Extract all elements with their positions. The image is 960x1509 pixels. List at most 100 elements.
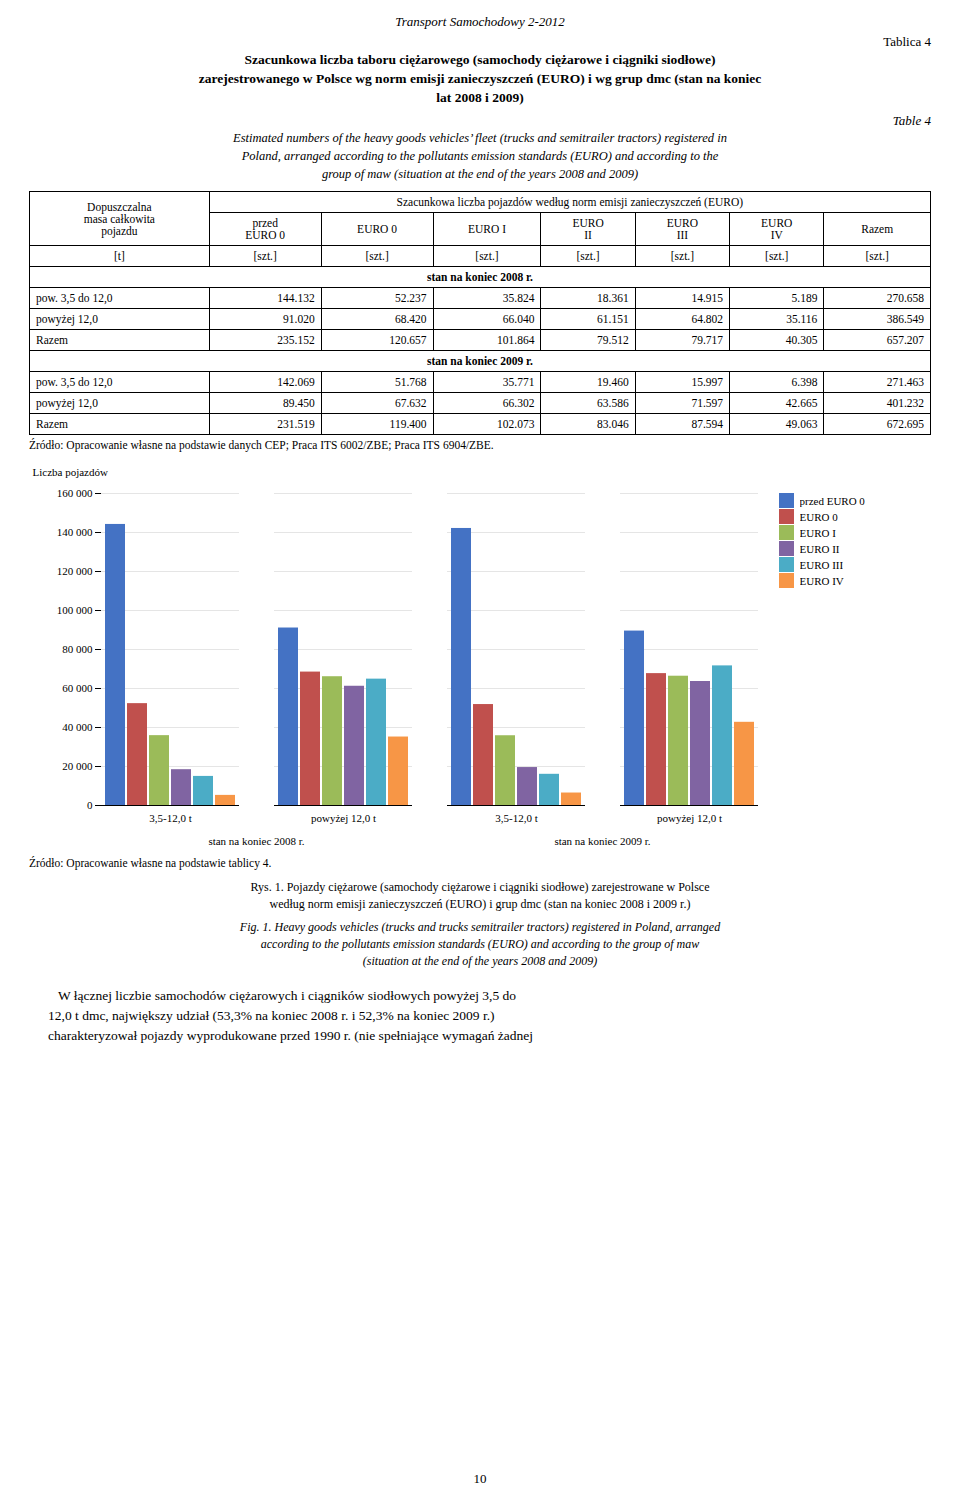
- html-text:according to the pollutants em: according to the pollutants emission sta…: [260, 937, 700, 951]
- html-text:71.597: 71.597: [691, 397, 723, 409]
- html-text:19.460: 19.460: [597, 376, 629, 388]
- html-text:231.519: 231.519: [277, 418, 315, 430]
- html-text:119.400: 119.400: [389, 418, 427, 430]
- html-text:79.512: 79.512: [597, 334, 629, 346]
- html-text:51.768: 51.768: [394, 376, 427, 388]
- html-text:66.302: 66.302: [502, 397, 535, 409]
- html-text:64.802: 64.802: [691, 313, 723, 325]
- html-text:EURO IV: EURO IV: [799, 574, 844, 587]
- svg-text:0: 0: [87, 799, 93, 811]
- html-text:18.361: 18.361: [597, 292, 629, 304]
- html-text:89.450: 89.450: [283, 397, 315, 409]
- html-text:270.658: 270.658: [886, 292, 924, 304]
- svg-text:powyżej 12,0 t: powyżej 12,0 t: [657, 812, 722, 824]
- html-text:W łącznej liczbie samochodów c: W łącznej liczbie samochodów ciężarowych…: [48, 988, 517, 1003]
- html-text:35.116: 35.116: [786, 313, 818, 325]
- html-text:87.594: 87.594: [691, 418, 723, 430]
- html-text:przed EURO 0: przed EURO 0: [799, 494, 865, 507]
- html-text:EURO I: EURO I: [468, 223, 506, 235]
- html-text:14.915: 14.915: [691, 292, 723, 304]
- html-text:67.632: 67.632: [394, 397, 427, 409]
- html-text:EURO III: EURO III: [666, 217, 698, 241]
- html-text:[szt.]: [szt.]: [765, 250, 789, 262]
- html-text:[t]: [t]: [113, 250, 125, 262]
- svg-text:Liczba pojazdów: Liczba pojazdów: [33, 466, 108, 478]
- html-text:Estimated numbers of the heavy: Estimated numbers of the heavy goods veh…: [233, 131, 727, 181]
- html-text:[szt.]: [szt.]: [253, 250, 277, 262]
- html-text:235.152: 235.152: [277, 334, 315, 346]
- html-text:52.237: 52.237: [394, 292, 427, 304]
- html-text:42.665: 42.665: [785, 397, 818, 409]
- html-text:68.420: 68.420: [394, 313, 427, 325]
- html-text:powyżej 12,0: powyżej 12,0: [36, 313, 98, 325]
- html-text:61.151: 61.151: [597, 313, 629, 325]
- html-text:Szacunkowa liczba pojazdów wed: Szacunkowa liczba pojazdów według norm e…: [396, 196, 744, 208]
- html-text:stan na koniec 2009 r.: stan na koniec 2009 r.: [427, 355, 533, 367]
- html-text:stan na koniec 2008 r.: stan na koniec 2008 r.: [427, 271, 533, 283]
- html-text:Razem: Razem: [36, 334, 68, 346]
- svg-text:20 000: 20 000: [62, 760, 93, 772]
- html-text:powyżej 12,0: powyżej 12,0: [36, 397, 98, 409]
- html-text:EURO II: EURO II: [572, 217, 604, 241]
- html-text:401.232: 401.232: [886, 397, 924, 409]
- html-text:79.717: 79.717: [691, 334, 723, 346]
- svg-text:3,5-12,0 t: 3,5-12,0 t: [495, 812, 537, 824]
- html-text:12,0 t dmc, największy udział: 12,0 t dmc, największy udział (53,3% na …: [48, 1008, 495, 1023]
- html-text:Razem: Razem: [36, 418, 68, 430]
- html-text:przed EURO 0: przed EURO 0: [245, 217, 286, 241]
- svg-text:160 000: 160 000: [57, 487, 93, 499]
- html-text:[szt.]: [szt.]: [865, 250, 889, 262]
- html-text:[szt.]: [szt.]: [576, 250, 600, 262]
- html-text:EURO 0: EURO 0: [357, 223, 397, 235]
- html-text:pow. 3,5 do 12,0: pow. 3,5 do 12,0: [36, 376, 113, 388]
- html-text:EURO 0: EURO 0: [799, 510, 838, 523]
- html-text:83.046: 83.046: [597, 418, 629, 430]
- html-text:49.063: 49.063: [785, 418, 818, 430]
- html-text:[szt.]: [szt.]: [365, 250, 389, 262]
- html-text:120.657: 120.657: [389, 334, 427, 346]
- html-text:Razem: Razem: [861, 223, 894, 235]
- html-text:EURO IV: EURO IV: [761, 217, 793, 241]
- svg-text:120 000: 120 000: [57, 565, 93, 577]
- html-text:Fig. 1. Heavy goods vehicles (: Fig. 1. Heavy goods vehicles (trucks and…: [239, 920, 721, 934]
- svg-text:140 000: 140 000: [57, 526, 93, 538]
- html-text:101.864: 101.864: [497, 334, 535, 346]
- html-text:271.463: 271.463: [886, 376, 924, 388]
- svg-text:40 000: 40 000: [62, 721, 93, 733]
- html-text:charakteryzował pojazdy wyprod: charakteryzował pojazdy wyprodukowane pr…: [48, 1028, 534, 1043]
- html-text:66.040: 66.040: [502, 313, 535, 325]
- html-text:Table 4: Table 4: [892, 113, 931, 128]
- html-text:Dopuszczalna masa całkowita po: Dopuszczalna masa całkowita pojazdu: [83, 200, 155, 237]
- svg-text:100 000: 100 000: [57, 604, 93, 616]
- html-text:Transport Samochodowy 2-2012: Transport Samochodowy 2-2012: [395, 14, 565, 29]
- html-text:Szacunkowa liczba taboru cięża: Szacunkowa liczba taboru ciężarowego (sa…: [198, 52, 762, 105]
- html-text:EURO I: EURO I: [799, 526, 836, 539]
- html-text:[szt.]: [szt.]: [475, 250, 499, 262]
- html-text:91.020: 91.020: [283, 313, 315, 325]
- html-text:35.824: 35.824: [502, 292, 535, 304]
- svg-text:powyżej 12,0 t: powyżej 12,0 t: [311, 812, 376, 824]
- svg-text:3,5-12,0 t: 3,5-12,0 t: [149, 812, 191, 824]
- html-text:657.207: 657.207: [886, 334, 924, 346]
- html-text:35.771: 35.771: [502, 376, 535, 388]
- html-text:10: 10: [473, 1471, 487, 1486]
- html-text:5.189: 5.189: [791, 292, 818, 304]
- html-text:Rys. 1. Pojazdy ciężarowe (sam: Rys. 1. Pojazdy ciężarowe (samochody cię…: [250, 880, 710, 894]
- html-text:(situation at the end of the y: (situation at the end of the years 2008 …: [362, 954, 598, 968]
- html-text:EURO II: EURO II: [799, 542, 840, 555]
- html-text:15.997: 15.997: [691, 376, 723, 388]
- html-text:144.132: 144.132: [277, 292, 315, 304]
- svg-text:80 000: 80 000: [62, 643, 93, 655]
- html-text:40.305: 40.305: [785, 334, 818, 346]
- html-text:EURO III: EURO III: [799, 558, 844, 571]
- html-text:według norm emisji zanieczyszc: według norm emisji zanieczyszczeń (EURO)…: [269, 897, 691, 911]
- svg-text:60 000: 60 000: [62, 682, 93, 694]
- html-text:Tablica 4: Tablica 4: [883, 34, 931, 49]
- html-text:386.549: 386.549: [886, 313, 924, 325]
- html-text:[szt.]: [szt.]: [670, 250, 694, 262]
- html-text:pow. 3,5 do 12,0: pow. 3,5 do 12,0: [36, 292, 113, 304]
- html-text:102.073: 102.073: [497, 418, 535, 430]
- html-text:142.069: 142.069: [277, 376, 315, 388]
- html-text:63.586: 63.586: [597, 397, 629, 409]
- html-text:6.398: 6.398: [791, 376, 818, 388]
